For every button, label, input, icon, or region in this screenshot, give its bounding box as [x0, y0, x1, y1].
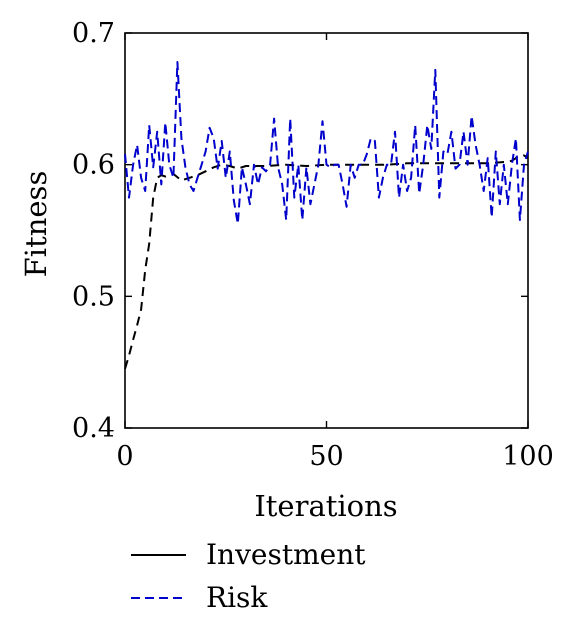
legend: Investment Risk: [131, 538, 366, 614]
x-axis-title: Iterations: [254, 489, 397, 523]
series-line-risk: [124, 61, 529, 225]
axis-ticks: [124, 32, 529, 429]
y-tick-label: 0.6: [72, 150, 115, 181]
y-tick-label: 0.5: [72, 281, 115, 312]
plot-frame: [124, 32, 529, 429]
legend-label-risk: Risk: [206, 581, 268, 614]
x-tick-label: 100: [502, 441, 554, 472]
series-lines: [124, 61, 529, 370]
y-tick-label: 0.4: [72, 413, 115, 444]
series-line-investment: [124, 154, 529, 370]
legend-label-investment: Investment: [206, 538, 366, 571]
y-axis-title: Fitness: [19, 171, 53, 278]
x-tick-label: 0: [116, 441, 133, 472]
tick-labels: 0 50 100 0.4 0.5 0.6 0.7: [72, 18, 554, 472]
x-tick-label: 50: [309, 441, 343, 472]
y-tick-label: 0.7: [72, 18, 115, 49]
